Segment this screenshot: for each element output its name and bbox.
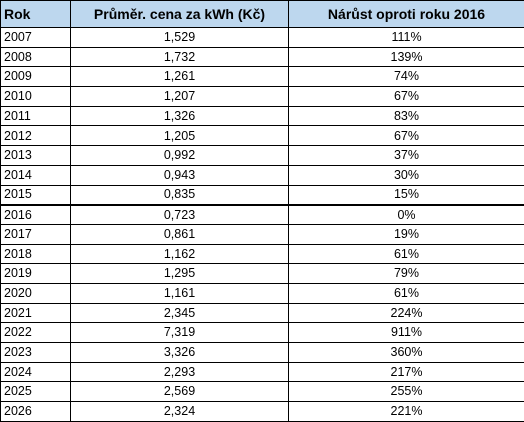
price-cell: 0,861 [70,223,289,245]
growth-cell: 221% [288,401,524,422]
table-row: 2023 3,326 360% [0,342,524,363]
growth-cell: 360% [288,342,524,363]
growth-cell: 61% [288,282,524,304]
year-cell: 2015 [0,184,71,206]
table-row: 2007 1,529 111% [0,27,524,48]
price-cell: 2,293 [70,361,289,383]
year-cell: 2021 [0,302,71,324]
price-cell: 1,732 [70,46,289,68]
table-row: 2012 1,205 67% [0,125,524,147]
growth-cell: 139% [288,46,524,68]
year-cell: 2024 [0,361,71,383]
table-body: 2007 1,529 111% 2008 1,732 139% 2009 1,261 74% 20… [0,27,524,422]
year-cell: 2018 [0,243,71,265]
price-cell: 1,161 [70,282,289,304]
growth-cell: 19% [288,223,524,245]
growth-cell: 37% [288,145,524,166]
price-cell: 1,207 [70,86,289,107]
year-cell: 2016 [0,203,71,225]
year-cell: 2014 [0,164,71,186]
price-cell: 7,319 [70,322,289,343]
growth-cell: 911% [288,322,524,343]
year-cell: 2010 [0,86,71,107]
year-cell: 2019 [0,263,71,284]
price-cell: 2,324 [70,401,289,422]
year-cell: 2025 [0,381,71,403]
price-cell: 1,529 [70,27,289,48]
growth-cell: 30% [288,164,524,186]
growth-cell: 79% [288,263,524,284]
year-cell: 2013 [0,145,71,166]
header-growth: Nárůst oproti roku 2016 [288,0,524,28]
growth-cell: 0% [288,203,524,225]
year-cell: 2017 [0,223,71,245]
table-row: 2025 2,569 255% [0,381,524,403]
price-cell: 1,261 [70,66,289,88]
price-cell: 0,723 [70,203,289,225]
year-cell: 2012 [0,125,71,147]
price-cell: 0,835 [70,184,289,206]
year-cell: 2008 [0,46,71,68]
price-cell: 0,992 [70,145,289,166]
table-row: 2017 0,861 19% [0,223,524,245]
growth-cell: 83% [288,105,524,127]
price-cell: 1,326 [70,105,289,127]
growth-cell: 67% [288,125,524,147]
header-price: Průměr. cena za kWh (Kč) [70,0,289,28]
growth-cell: 111% [288,27,524,48]
table-row: 2019 1,295 79% [0,263,524,284]
growth-cell: 61% [288,243,524,265]
table-row: 2018 1,162 61% [0,243,524,265]
price-cell: 1,162 [70,243,289,265]
year-cell: 2020 [0,282,71,304]
table-row: 2015 0,835 15% [0,184,524,206]
table-row: 2016 0,723 0% [0,203,524,225]
table-row: 2009 1,261 74% [0,66,524,88]
table-row: 2013 0,992 37% [0,145,524,166]
table-row: 2020 1,161 61% [0,282,524,304]
table-row: 2011 1,326 83% [0,105,524,127]
table-row: 2010 1,207 67% [0,86,524,107]
price-cell: 0,943 [70,164,289,186]
price-cell: 2,569 [70,381,289,403]
table-row: 2024 2,293 217% [0,361,524,383]
growth-cell: 255% [288,381,524,403]
table-row: 2022 7,319 911% [0,322,524,343]
price-cell: 1,295 [70,263,289,284]
table-row: 2021 2,345 224% [0,302,524,324]
growth-cell: 74% [288,66,524,88]
table-row: 2008 1,732 139% [0,46,524,68]
table-row: 2026 2,324 221% [0,401,524,422]
year-cell: 2011 [0,105,71,127]
price-cell: 3,326 [70,342,289,363]
table-row: 2014 0,943 30% [0,164,524,186]
year-cell: 2009 [0,66,71,88]
header-row: Rok Průměr. cena za kWh (Kč) Nárůst opro… [0,0,524,28]
year-cell: 2026 [0,401,71,422]
growth-cell: 217% [288,361,524,383]
growth-cell: 15% [288,184,524,206]
header-year: Rok [0,0,71,28]
price-cell: 2,345 [70,302,289,324]
year-cell: 2022 [0,322,71,343]
year-cell: 2007 [0,27,71,48]
year-cell: 2023 [0,342,71,363]
price-cell: 1,205 [70,125,289,147]
growth-cell: 67% [288,86,524,107]
growth-cell: 224% [288,302,524,324]
